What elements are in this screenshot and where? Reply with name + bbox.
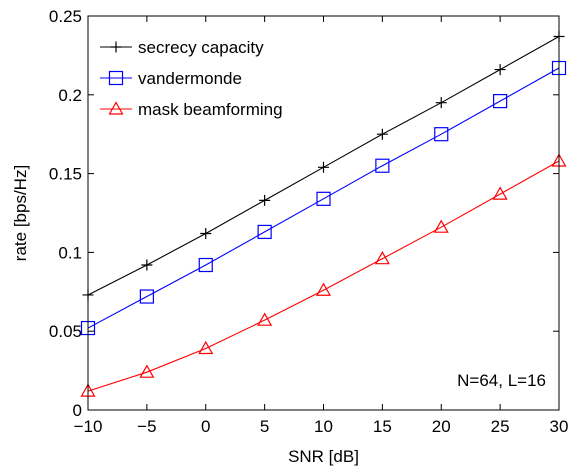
x-tick-label: 25 (491, 417, 510, 436)
data-point (257, 312, 273, 326)
y-tick-label: 0.05 (49, 322, 82, 341)
y-tick-label: 0.1 (58, 243, 82, 262)
data-point (433, 219, 449, 233)
y-axis-label: rate [bps/Hz] (11, 165, 30, 261)
x-tick-label: 15 (373, 417, 392, 436)
data-point (200, 227, 212, 239)
data-point (375, 158, 390, 173)
data-point (434, 127, 449, 142)
data-point (492, 186, 508, 200)
data-point (316, 191, 331, 206)
legend-label: vandermonde (138, 69, 242, 88)
y-tick-label: 0.2 (58, 86, 82, 105)
data-point (198, 340, 214, 355)
y-tick-label: 0.25 (49, 7, 82, 26)
data-point (139, 289, 154, 304)
legend-marker (110, 41, 122, 53)
series-mask-beamforming (80, 153, 567, 397)
data-point (139, 364, 155, 378)
legend-label: mask beamforming (138, 100, 283, 119)
legend-marker (108, 101, 124, 115)
legend: secrecy capacity vandermonde mask beamform… (100, 38, 283, 119)
data-point (494, 64, 506, 76)
series-line (87, 160, 560, 392)
data-point (259, 194, 271, 206)
data-point (435, 97, 447, 109)
legend-entry: vandermonde (100, 69, 242, 88)
data-point (318, 161, 329, 173)
data-point (315, 282, 332, 296)
data-point (141, 259, 153, 271)
x-tick-label: 0 (201, 417, 210, 436)
series-line (87, 67, 560, 329)
x-axis-label: SNR [dB] (288, 447, 359, 466)
x-tick-label: −10 (74, 417, 103, 436)
series-layer (80, 30, 567, 397)
legend-entry: mask beamforming (100, 100, 283, 119)
data-point (376, 128, 388, 140)
y-tick-label: 0.15 (49, 165, 82, 184)
legend-label: secrecy capacity (138, 38, 264, 57)
ticks-layer: −10 −5 0 5 10 15 20 25 30 0 0.05 0.1 0.15 0.2 0.25 (49, 7, 569, 436)
legend-marker (108, 70, 124, 86)
x-tick-label: 30 (550, 417, 569, 436)
data-point (493, 94, 508, 109)
data-point (198, 257, 213, 273)
data-point (257, 224, 272, 240)
legend-entry: secrecy capacity (100, 38, 264, 57)
plot-frame (87, 15, 560, 411)
series-vandermonde (80, 60, 567, 336)
x-tick-label: 20 (432, 417, 451, 436)
x-tick-label: −5 (137, 417, 156, 436)
x-tick-label: 5 (260, 417, 269, 436)
y-tick-label: 0 (73, 401, 82, 420)
data-point (374, 250, 390, 265)
parameter-annotation: N=64, L=16 (457, 371, 546, 390)
x-tick-label: 10 (314, 417, 333, 436)
